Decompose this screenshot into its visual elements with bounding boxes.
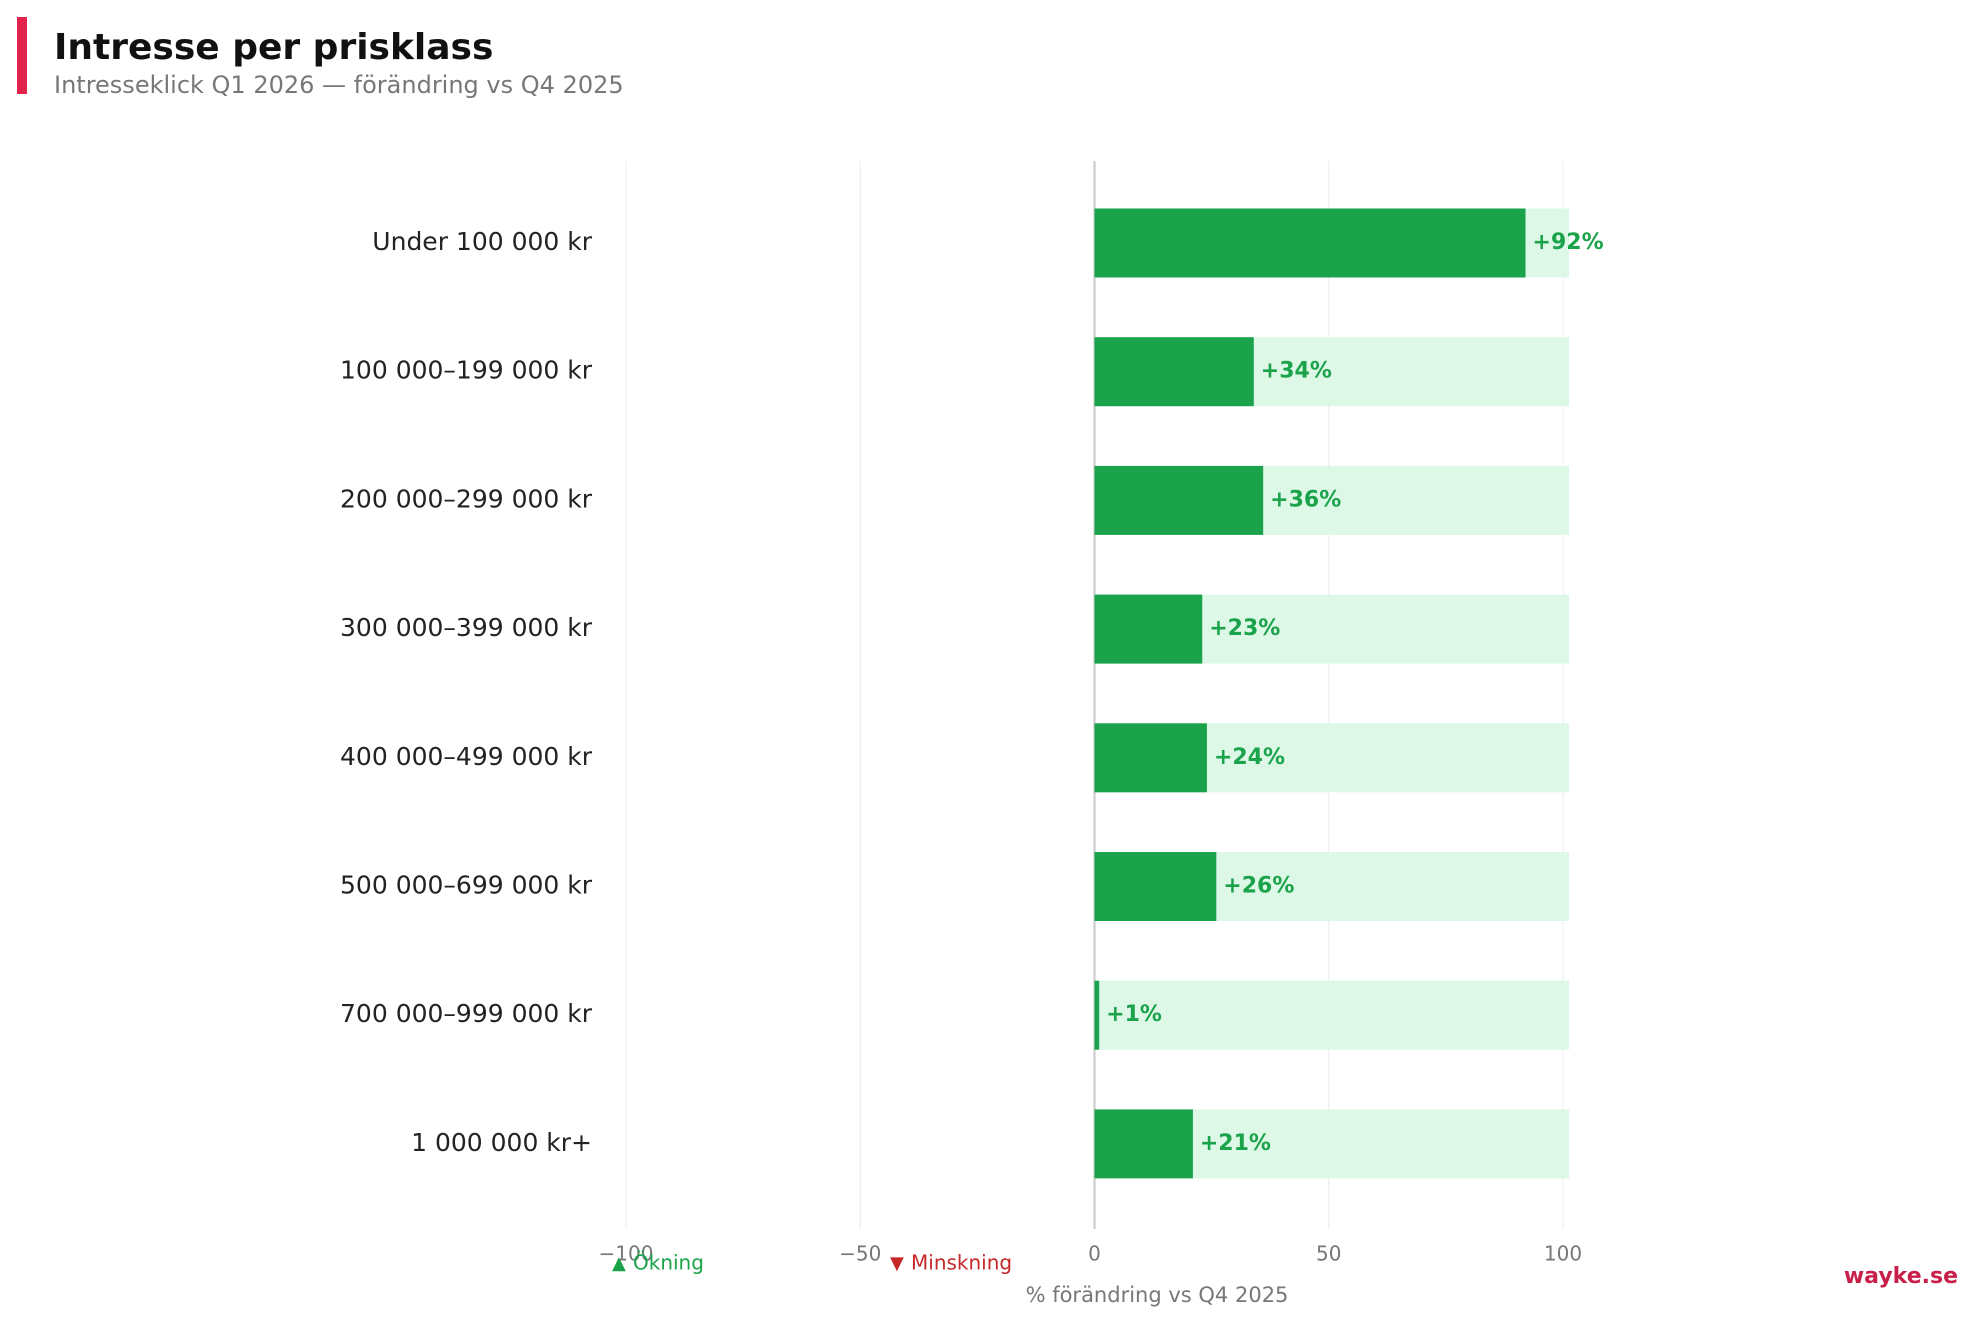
y-tick-label: 700 000–999 000 kr bbox=[340, 999, 593, 1028]
bar bbox=[1094, 465, 1264, 535]
bar bbox=[1094, 208, 1526, 278]
data-label: +1% bbox=[1106, 1002, 1162, 1027]
data-label: +36% bbox=[1270, 487, 1341, 512]
y-tick-label: Under 100 000 kr bbox=[372, 227, 592, 256]
legend-label: Ökning bbox=[633, 1251, 704, 1275]
x-tick-label: 0 bbox=[1088, 1242, 1101, 1266]
chart-title: Intresse per prisklass bbox=[54, 27, 493, 68]
x-tick-label: −50 bbox=[839, 1242, 881, 1266]
y-tick-label: 400 000–499 000 kr bbox=[340, 742, 593, 771]
data-label: +26% bbox=[1223, 874, 1294, 899]
title-accent bbox=[17, 17, 27, 94]
bar bbox=[1094, 852, 1217, 921]
data-label: +23% bbox=[1209, 616, 1280, 641]
x-tick-label: 100 bbox=[1544, 1242, 1582, 1266]
x-axis-label: % förändring vs Q4 2025 bbox=[1026, 1283, 1289, 1307]
bar bbox=[1094, 337, 1254, 407]
legend-symbol: ▼ bbox=[890, 1253, 904, 1274]
data-label: +92% bbox=[1533, 230, 1604, 255]
chart-subtitle: Intresseklick Q1 2026 — förändring vs Q4… bbox=[54, 71, 624, 99]
y-tick-label: 300 000–399 000 kr bbox=[340, 613, 593, 642]
y-tick-label: 200 000–299 000 kr bbox=[340, 484, 593, 513]
legend-label: Minskning bbox=[911, 1251, 1012, 1275]
data-label: +21% bbox=[1200, 1131, 1271, 1156]
data-label: +34% bbox=[1261, 359, 1332, 384]
source: wayke.se bbox=[1844, 1264, 1958, 1289]
bar-track bbox=[1094, 980, 1569, 1050]
y-tick-label: 500 000–699 000 kr bbox=[340, 871, 593, 900]
bar bbox=[1094, 723, 1207, 793]
bar bbox=[1094, 594, 1203, 664]
legend-symbol: ▲ bbox=[612, 1253, 626, 1274]
x-tick-label: −100 bbox=[599, 1242, 654, 1266]
y-tick-label: 1 000 000 kr+ bbox=[411, 1128, 592, 1157]
y-tick-label: 100 000–199 000 kr bbox=[340, 356, 593, 385]
bar bbox=[1094, 980, 1100, 1050]
x-tick-label: 50 bbox=[1316, 1242, 1341, 1266]
data-label: +24% bbox=[1214, 745, 1285, 770]
bar bbox=[1094, 1109, 1193, 1179]
